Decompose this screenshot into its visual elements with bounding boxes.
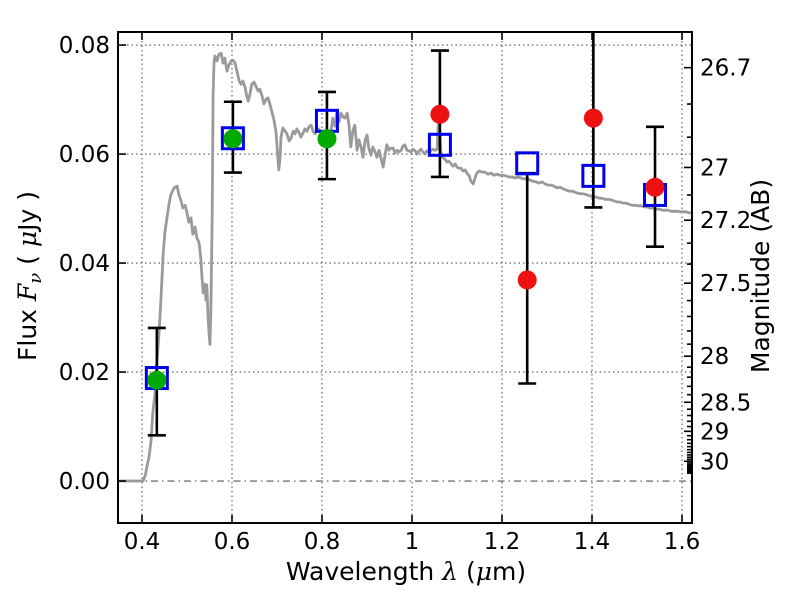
observed-photometry-circle-red <box>517 270 537 290</box>
observed-photometry-circle-green <box>147 370 167 390</box>
model-spectrum-line <box>118 51 692 483</box>
y-tick-label-right: 29 <box>700 419 729 445</box>
observed-photometry-circle-green <box>317 129 337 149</box>
y-tick-label-right: 28 <box>700 344 729 370</box>
y-axis-right-title: Magnitude (AB) <box>746 179 775 373</box>
y-tick-label-right: 30 <box>700 449 729 475</box>
x-tick-label: 0.8 <box>304 529 341 555</box>
y-tick-label-left: 0.00 <box>59 469 110 495</box>
axis-title-part: Wavelength <box>286 557 442 586</box>
x-tick-label: 0.6 <box>214 529 251 555</box>
x-tick-label: 1.6 <box>664 529 701 555</box>
x-tick-label: 1.4 <box>574 529 611 555</box>
observed-photometry-circle-red <box>645 177 665 197</box>
axis-title-part: μ <box>476 557 492 586</box>
y-axis-left-title: Flux Fν ( μJy ) <box>13 191 46 361</box>
model-photometry-square <box>427 132 452 157</box>
error-bar <box>584 32 603 209</box>
model-photometry-square <box>515 151 540 176</box>
y-tick-label-left: 0.04 <box>59 251 110 277</box>
axis-title-part: ν <box>25 273 46 284</box>
axis-title-part: ( <box>458 557 476 586</box>
y-tick-label-left: 0.02 <box>59 360 110 386</box>
observed-photometry-circle-red <box>583 108 603 128</box>
tick-labels: 0.4 0.6 0.8 1 1.2 1.4 1.6 0.00 0.02 0.04 0.06 0.08 2… <box>59 33 751 555</box>
y-tick-label-right: 27.2 <box>700 208 751 234</box>
y-tick-label-right: 26.7 <box>700 56 751 82</box>
x-tick-label: 1.2 <box>484 529 521 555</box>
y-tick-label-left: 0.06 <box>59 142 110 168</box>
y-tick-label-right: 27 <box>700 155 729 181</box>
axes-frame <box>117 31 693 524</box>
axis-title-part: ( <box>13 247 42 273</box>
observed-photometry-circle-red <box>430 104 450 124</box>
y-tick-label-left: 0.08 <box>59 33 110 59</box>
x-axis-title: Wavelength λ (μm) <box>286 557 526 586</box>
axis-title-part: μ <box>13 231 42 247</box>
model-photometry-square <box>220 126 245 151</box>
observed-photometry-circle-green <box>223 129 243 149</box>
x-tick-label: 1 <box>405 529 420 555</box>
y-tick-label-right: 28.5 <box>700 390 751 416</box>
model-photometry-square <box>581 163 606 188</box>
x-tick-label: 0.4 <box>124 529 161 555</box>
axis-title-part: λ <box>441 557 458 586</box>
plot-frame <box>117 31 693 524</box>
axis-title-part: Jy ) <box>13 191 42 233</box>
gridlines <box>118 32 692 523</box>
axis-title-part: Flux <box>13 301 42 361</box>
axis-title-part: m) <box>492 557 526 586</box>
y-tick-label-right: 27.5 <box>700 271 751 297</box>
axis-title-part: F <box>13 282 42 302</box>
axis-ticks <box>118 32 692 523</box>
plot-area <box>118 32 692 483</box>
